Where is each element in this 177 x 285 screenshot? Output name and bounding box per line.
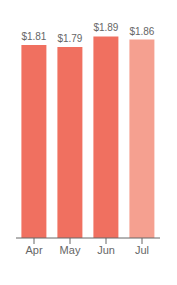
svg-text:Jul: Jul: [135, 244, 149, 256]
svg-text:$1.79: $1.79: [57, 33, 82, 44]
svg-text:$1.89: $1.89: [93, 22, 118, 33]
svg-text:Jun: Jun: [97, 244, 115, 256]
svg-text:$1.86: $1.86: [129, 26, 154, 37]
svg-text:May: May: [60, 244, 81, 256]
svg-text:$1.81: $1.81: [21, 31, 46, 42]
svg-text:Apr: Apr: [25, 244, 42, 256]
